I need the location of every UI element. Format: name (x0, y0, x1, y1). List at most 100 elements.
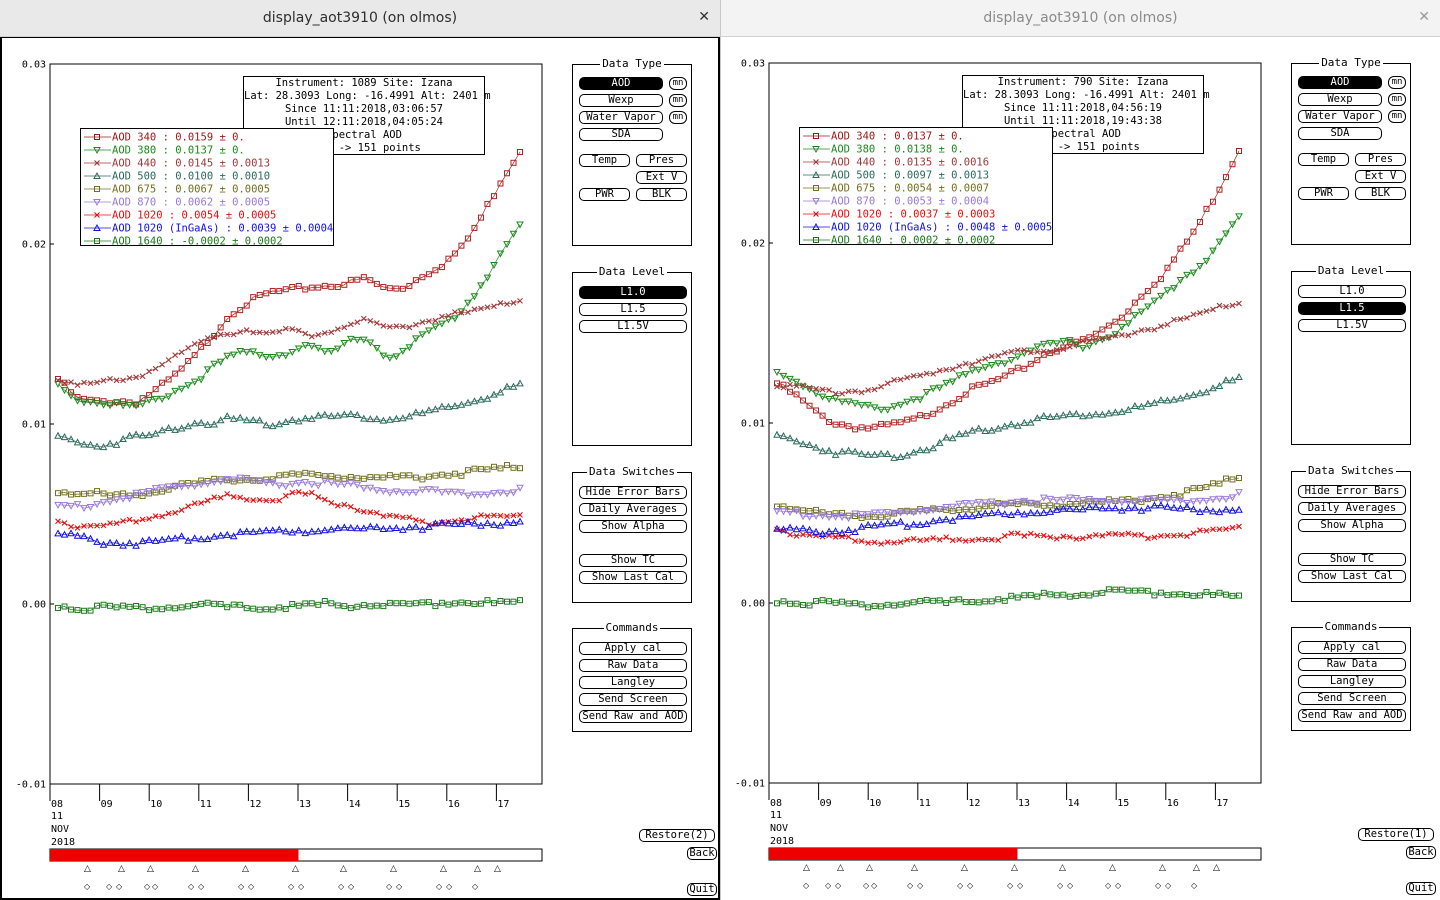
progress-bar[interactable] (49, 848, 543, 862)
hide-error-bars-button[interactable]: Hide Error Bars (1298, 485, 1406, 498)
raw-data-button[interactable]: Raw Data (579, 659, 687, 672)
day-marker-triangle[interactable]: △ (474, 864, 481, 874)
day-marker-triangle[interactable]: △ (866, 863, 873, 873)
quit-button[interactable]: Quit (687, 883, 717, 896)
day-marker-diamond[interactable]: ◇ (188, 882, 195, 891)
day-marker-diamond[interactable]: ◇ (871, 881, 878, 890)
day-marker-triangle[interactable]: △ (1193, 863, 1200, 873)
day-marker-diamond[interactable]: ◇ (957, 881, 964, 890)
langley-button[interactable]: Langley (579, 676, 687, 689)
day-marker-diamond[interactable]: ◇ (907, 881, 914, 890)
level-l1-5-button[interactable]: L1.5 (579, 303, 687, 316)
daily-averages-button[interactable]: Daily Averages (1298, 502, 1406, 515)
apply-cal-button[interactable]: Apply cal (1298, 641, 1406, 654)
show-alpha-button[interactable]: Show Alpha (579, 520, 687, 533)
day-marker-diamond[interactable]: ◇ (84, 882, 91, 891)
level-l1-0-button[interactable]: L1.0 (1298, 285, 1406, 298)
blk-button[interactable]: BLK (636, 188, 687, 201)
day-marker-diamond[interactable]: ◇ (288, 882, 295, 891)
day-marker-diamond[interactable]: ◇ (116, 882, 123, 891)
send-raw-and-aod-button[interactable]: Send Raw and AOD (1298, 709, 1406, 722)
day-marker-triangle[interactable]: △ (440, 864, 447, 874)
day-marker-triangle[interactable]: △ (192, 864, 199, 874)
aod-button[interactable]: AOD (579, 77, 663, 90)
close-icon[interactable]: ✕ (1418, 9, 1430, 25)
pres-button[interactable]: Pres (636, 154, 687, 167)
level-l1-5v-button[interactable]: L1.5V (1298, 319, 1406, 332)
day-marker-diamond[interactable]: ◇ (348, 882, 355, 891)
temp-button[interactable]: Temp (579, 154, 630, 167)
aod-mn-button[interactable]: mn (669, 77, 687, 90)
pwr-button[interactable]: PWR (579, 188, 630, 201)
day-marker-triangle[interactable]: △ (1109, 863, 1116, 873)
day-marker-diamond[interactable]: ◇ (1155, 881, 1162, 890)
day-marker-diamond[interactable]: ◇ (863, 881, 870, 890)
day-marker-diamond[interactable]: ◇ (386, 882, 393, 891)
day-marker-diamond[interactable]: ◇ (1105, 881, 1112, 890)
day-marker-triangle[interactable]: △ (1213, 863, 1220, 873)
level-l1-0-button[interactable]: L1.0 (579, 286, 687, 299)
wexp-mn-button[interactable]: mn (669, 94, 687, 107)
day-marker-diamond[interactable]: ◇ (238, 882, 245, 891)
wexp-button[interactable]: Wexp (579, 94, 663, 107)
day-marker-diamond[interactable]: ◇ (396, 882, 403, 891)
pwr-button[interactable]: PWR (1298, 187, 1349, 200)
day-marker-diamond[interactable]: ◇ (1057, 881, 1064, 890)
day-marker-diamond[interactable]: ◇ (835, 881, 842, 890)
hide-error-bars-button[interactable]: Hide Error Bars (579, 486, 687, 499)
day-marker-diamond[interactable]: ◇ (198, 882, 205, 891)
back-button[interactable]: Back (1406, 846, 1436, 859)
progress-bar[interactable] (768, 847, 1262, 861)
day-marker-diamond[interactable]: ◇ (1007, 881, 1014, 890)
day-marker-triangle[interactable]: △ (911, 863, 918, 873)
day-marker-diamond[interactable]: ◇ (298, 882, 305, 891)
water-vapor-button[interactable]: Water Vapor (1298, 110, 1382, 123)
day-marker-triangle[interactable]: △ (1011, 863, 1018, 873)
day-marker-diamond[interactable]: ◇ (106, 882, 113, 891)
show-tc-button[interactable]: Show TC (1298, 553, 1406, 566)
day-marker-triangle[interactable]: △ (1159, 863, 1166, 873)
window-titlebar[interactable]: display_aot3910 (on olmos) ✕ (0, 0, 720, 37)
day-marker-diamond[interactable]: ◇ (472, 882, 479, 891)
send-screen-button[interactable]: Send Screen (579, 693, 687, 706)
apply-cal-button[interactable]: Apply cal (579, 642, 687, 655)
aod-button[interactable]: AOD (1298, 76, 1382, 89)
wexp-button[interactable]: Wexp (1298, 93, 1382, 106)
sda-button[interactable]: SDA (579, 128, 663, 141)
day-marker-triangle[interactable]: △ (803, 863, 810, 873)
day-marker-triangle[interactable]: △ (961, 863, 968, 873)
pres-button[interactable]: Pres (1355, 153, 1406, 166)
day-marker-diamond[interactable]: ◇ (967, 881, 974, 890)
quit-button[interactable]: Quit (1406, 882, 1436, 895)
day-marker-diamond[interactable]: ◇ (338, 882, 345, 891)
day-marker-diamond[interactable]: ◇ (436, 882, 443, 891)
day-marker-diamond[interactable]: ◇ (152, 882, 159, 891)
day-marker-diamond[interactable]: ◇ (1067, 881, 1074, 890)
ext-v-button[interactable]: Ext V (636, 171, 687, 184)
day-marker-diamond[interactable]: ◇ (248, 882, 255, 891)
show-tc-button[interactable]: Show TC (579, 554, 687, 567)
day-marker-triangle[interactable]: △ (242, 864, 249, 874)
day-marker-triangle[interactable]: △ (84, 864, 91, 874)
day-marker-diamond[interactable]: ◇ (144, 882, 151, 891)
level-l1-5-button[interactable]: L1.5 (1298, 302, 1406, 315)
water-vapor-button[interactable]: Water Vapor (579, 111, 663, 124)
day-marker-triangle[interactable]: △ (390, 864, 397, 874)
temp-button[interactable]: Temp (1298, 153, 1349, 166)
day-marker-diamond[interactable]: ◇ (1191, 881, 1198, 890)
day-marker-diamond[interactable]: ◇ (917, 881, 924, 890)
day-marker-triangle[interactable]: △ (147, 864, 154, 874)
send-raw-and-aod-button[interactable]: Send Raw and AOD (579, 710, 687, 723)
show-last-cal-button[interactable]: Show Last Cal (579, 571, 687, 584)
day-marker-triangle[interactable]: △ (494, 864, 501, 874)
level-l1-5v-button[interactable]: L1.5V (579, 320, 687, 333)
day-marker-triangle[interactable]: △ (1059, 863, 1066, 873)
day-marker-diamond[interactable]: ◇ (803, 881, 810, 890)
raw-data-button[interactable]: Raw Data (1298, 658, 1406, 671)
day-marker-triangle[interactable]: △ (340, 864, 347, 874)
day-marker-diamond[interactable]: ◇ (1017, 881, 1024, 890)
show-last-cal-button[interactable]: Show Last Cal (1298, 570, 1406, 583)
daily-averages-button[interactable]: Daily Averages (579, 503, 687, 516)
close-icon[interactable]: ✕ (698, 9, 710, 25)
water-vapor-mn-button[interactable]: mn (669, 111, 687, 124)
